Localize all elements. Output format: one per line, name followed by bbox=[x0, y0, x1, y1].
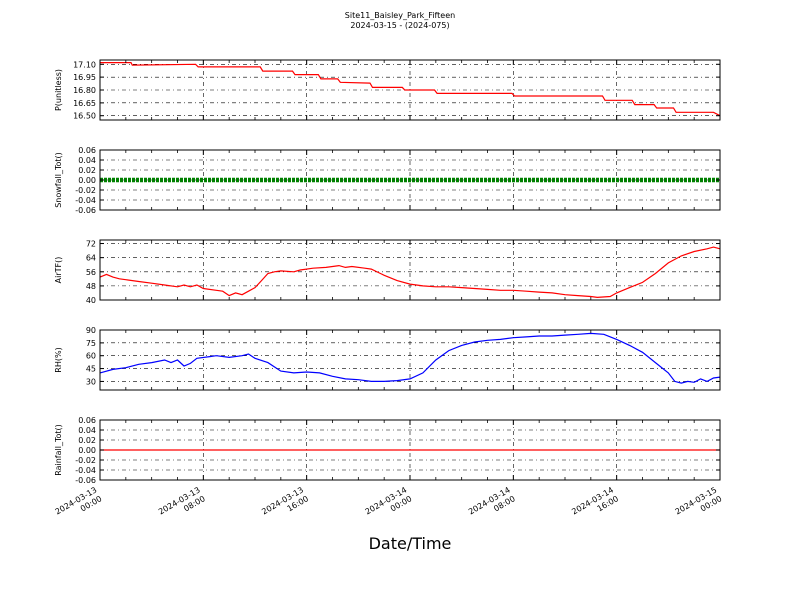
y-tick-label: 56 bbox=[86, 268, 96, 277]
series-line bbox=[99, 246, 721, 299]
y-tick-label: 0.02 bbox=[78, 436, 96, 445]
y-tick-label: 30 bbox=[86, 377, 96, 386]
y-tick-label: 64 bbox=[86, 254, 96, 263]
panel-4: 90 75 60 45 30 RH(%) bbox=[54, 326, 721, 391]
y-tick-label: -0.02 bbox=[75, 456, 96, 465]
y-tick-label: -0.06 bbox=[75, 206, 96, 215]
y-tick-label: 0.06 bbox=[78, 146, 96, 155]
y-tick-label: 0.04 bbox=[78, 156, 96, 165]
y-tick-label: 16.80 bbox=[73, 86, 96, 95]
y-tick-label: 0.02 bbox=[78, 166, 96, 175]
y-tick-label: 0.00 bbox=[78, 446, 96, 455]
y-tick-label: 75 bbox=[86, 339, 96, 348]
panel-2: 0.060.040.020.00-0.02-0.04-0.06 Snowfall_… bbox=[54, 146, 721, 215]
y-tick-label: -0.04 bbox=[75, 196, 96, 205]
series-line bbox=[99, 332, 721, 384]
y-axis-label: AirTF() bbox=[54, 257, 63, 284]
y-tick-label: 48 bbox=[86, 282, 96, 291]
panel-1: 17.10 16.95 16.80 16.65 16.50 P(unitless) bbox=[54, 59, 721, 121]
y-tick-label: 72 bbox=[86, 240, 96, 249]
y-tick-label: 40 bbox=[86, 296, 96, 305]
x-axis-title: Date/Time bbox=[368, 534, 452, 553]
y-tick-label: 16.95 bbox=[73, 73, 96, 82]
y-tick-label: 16.65 bbox=[73, 99, 96, 108]
y-tick-label: -0.02 bbox=[75, 186, 96, 195]
chart-subtitle: 2024-03-15 - (2024-075) bbox=[350, 21, 450, 30]
panel-3: 72 64 56 48 40 AirTF() bbox=[54, 239, 721, 305]
y-axis-label: P(unitless) bbox=[54, 69, 63, 111]
y-tick-label: 0.04 bbox=[78, 426, 96, 435]
y-tick-label: -0.04 bbox=[75, 466, 96, 475]
y-tick-label: 90 bbox=[86, 326, 96, 335]
series-line bbox=[100, 61, 721, 117]
y-tick-label: 17.10 bbox=[73, 60, 96, 69]
y-axis-label: RH(%) bbox=[54, 347, 63, 372]
panel-5: 0.060.040.020.00-0.02-0.04-0.06 Rainfall_… bbox=[54, 416, 721, 485]
y-tick-label: 60 bbox=[86, 352, 96, 361]
y-axis-label: Rainfall_Tot() bbox=[54, 424, 63, 476]
y-tick-label: 0.06 bbox=[78, 416, 96, 425]
y-tick-label: 16.50 bbox=[73, 112, 96, 121]
chart-title: Site11_Baisley_Park_Fifteen bbox=[344, 11, 456, 20]
y-tick-label: 0.00 bbox=[78, 176, 96, 185]
y-tick-label: -0.06 bbox=[75, 476, 96, 485]
y-axis-label: Snowfall_Tot() bbox=[54, 152, 63, 208]
y-tick-label: 45 bbox=[86, 365, 96, 374]
